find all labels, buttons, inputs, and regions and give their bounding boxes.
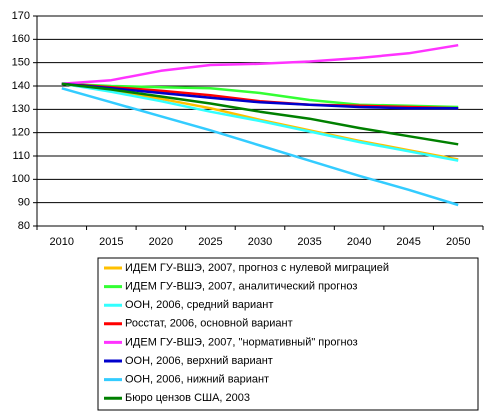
y-tick-label: 80 — [18, 220, 30, 232]
series-line — [61, 82, 459, 146]
legend-label: ООН, 2006, нижний вариант — [125, 374, 269, 386]
x-tick-label: 2010 — [50, 236, 74, 248]
legend-box — [97, 257, 479, 411]
y-tick-label: 130 — [12, 103, 30, 115]
legend-label: ИДЕМ ГУ-ВШЭ, 2007, прогноз с нулевой миг… — [125, 262, 389, 274]
legend-label: ИДЕМ ГУ-ВШЭ, 2007, "нормативный" прогноз — [125, 336, 358, 348]
legend-label: ИДЕМ ГУ-ВШЭ, 2007, аналитический прогноз — [125, 281, 357, 293]
series-line — [61, 82, 459, 162]
x-tick-label: 2050 — [446, 236, 470, 248]
y-tick-label: 110 — [12, 150, 30, 162]
y-tick-label: 170 — [12, 10, 30, 22]
series-line — [61, 87, 459, 207]
legend-label: Бюро цензов США, 2003 — [125, 392, 250, 404]
y-tick-label: 140 — [12, 80, 30, 92]
y-tick-label: 160 — [12, 33, 30, 45]
y-tick-label: 120 — [12, 127, 30, 139]
series-line — [61, 43, 459, 85]
x-tick-label: 2025 — [198, 236, 222, 248]
legend-label: ООН, 2006, средний вариант — [125, 299, 273, 311]
x-tick-label: 2015 — [99, 236, 123, 248]
x-tick-label: 2020 — [149, 236, 173, 248]
x-tick-label: 2040 — [347, 236, 371, 248]
y-tick-label: 100 — [12, 173, 30, 185]
legend-label: ООН, 2006, верхний вариант — [125, 355, 273, 367]
series-line — [61, 82, 459, 110]
y-tick-label: 150 — [12, 57, 30, 69]
x-tick-label: 2035 — [297, 236, 321, 248]
x-tick-label: 2045 — [396, 236, 420, 248]
x-tick-label: 2030 — [248, 236, 272, 248]
legend-label: Росстат, 2006, основной вариант — [125, 318, 293, 330]
y-tick-label: 90 — [18, 197, 30, 209]
